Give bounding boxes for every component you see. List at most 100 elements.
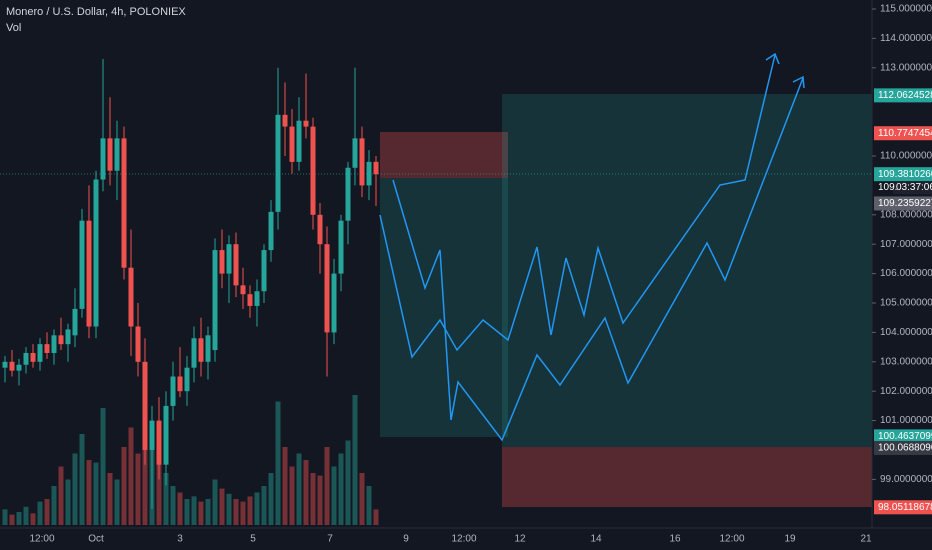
- volume-bar: [121, 447, 127, 525]
- volume-bar: [331, 466, 337, 525]
- volume-bar: [296, 453, 302, 525]
- volume-bar: [261, 486, 267, 525]
- volume-bar: [345, 440, 351, 525]
- y-tick-label: 102.00000000: [880, 386, 932, 397]
- volume-bar: [310, 473, 316, 525]
- countdown-time: 03:37:06: [896, 182, 932, 193]
- volume-bar: [198, 501, 204, 525]
- candle-body: [254, 291, 260, 306]
- candle-body: [58, 335, 64, 345]
- y-tick-label: 107.00000000: [880, 239, 932, 250]
- candle-body: [184, 367, 190, 392]
- volume-bar: [177, 492, 183, 525]
- y-tick-label: 104.00000000: [880, 327, 932, 338]
- volume-bar: [2, 509, 8, 525]
- candle-layer: [2, 58, 379, 509]
- candle-body: [366, 161, 372, 186]
- arrow-head: [792, 75, 805, 89]
- volume-bar: [58, 466, 64, 525]
- candle-body: [30, 352, 36, 362]
- x-tick-label: 16: [669, 534, 681, 545]
- volume-bar: [9, 514, 15, 525]
- volume-bar: [128, 427, 134, 525]
- volume-label: Vol: [6, 22, 21, 34]
- x-tick-label: 19: [784, 534, 796, 545]
- volume-bar: [37, 501, 43, 525]
- volume-bar: [324, 447, 330, 525]
- y-tick-label: 113.00000000: [880, 62, 932, 73]
- volume-bar: [219, 488, 225, 525]
- x-tick-label: 3: [177, 534, 183, 545]
- candle-body: [198, 338, 204, 362]
- price-badge: 100.06880909: [874, 440, 932, 455]
- price-badge: 112.06245280: [874, 88, 932, 103]
- candle-body: [79, 220, 85, 309]
- y-tick-label: 106.00000000: [880, 268, 932, 279]
- x-tick-label: 12:00: [29, 534, 54, 545]
- candle-body: [219, 250, 225, 274]
- candle-body: [352, 138, 358, 168]
- candle-body: [240, 285, 246, 295]
- candle-body: [282, 114, 288, 127]
- x-tick-label: 21: [860, 534, 872, 545]
- volume-bar: [352, 395, 358, 525]
- badge-box: [874, 440, 932, 455]
- candle-body: [156, 420, 162, 465]
- candle-body: [310, 126, 316, 215]
- y-tick-label: 115.00000000: [880, 4, 932, 15]
- volume-bar: [93, 462, 99, 525]
- candle-body: [100, 138, 106, 180]
- axis-layer: 115.00000000 114.00000000 113.00000000 110.…: [29, 4, 932, 545]
- x-tick-label: 12:00: [719, 534, 744, 545]
- candle-body: [373, 161, 379, 175]
- volume-bar: [191, 496, 197, 525]
- candle-body: [128, 267, 134, 327]
- projection-path: [392, 77, 804, 442]
- volume-bar: [373, 509, 379, 525]
- volume-bar: [23, 506, 29, 525]
- volume-bar: [86, 460, 92, 525]
- candle-body: [114, 138, 120, 171]
- volume-bar: [233, 499, 239, 525]
- candle-body: [135, 326, 141, 362]
- countdown: 109.03:37:06: [878, 181, 932, 195]
- candle-body: [226, 244, 232, 274]
- candle-body: [107, 138, 113, 171]
- stop-zone: [502, 447, 872, 507]
- candle-body: [205, 335, 211, 362]
- candle-body: [16, 364, 22, 371]
- volume-bar: [65, 479, 71, 525]
- target-zone: [502, 94, 872, 447]
- candle-body: [149, 420, 155, 450]
- volume-bar: [282, 447, 288, 525]
- x-tick-label: 9: [403, 534, 409, 545]
- volume-bar: [30, 513, 36, 525]
- y-tick-label: 101.00000000: [880, 415, 932, 426]
- badge-box: [874, 126, 932, 141]
- price-badge: 109.38102600: [874, 167, 932, 182]
- badge-box: [874, 88, 932, 103]
- volume-bar: [72, 453, 78, 525]
- badge-label: 100.06880909: [878, 443, 932, 454]
- candle-body: [331, 273, 337, 333]
- y-tick-label: 103.00000000: [880, 356, 932, 367]
- volume-bar: [156, 460, 162, 525]
- volume-bar: [359, 473, 365, 525]
- candle-body: [317, 214, 323, 245]
- price-badge: 110.77474544: [874, 126, 932, 141]
- symbol-title: Monero / U.S. Dollar, 4h, POLONIEX: [6, 6, 186, 18]
- price-badge: 98.05118678: [874, 500, 932, 515]
- candle-body: [303, 120, 309, 127]
- volume-bar: [44, 499, 50, 525]
- candle-body: [233, 244, 239, 286]
- badge-label: 100.46370997: [878, 431, 932, 442]
- badge-box: [874, 196, 932, 211]
- candle-body: [359, 138, 365, 186]
- candle-body: [23, 352, 29, 365]
- candle-body: [261, 250, 267, 292]
- volume-bar: [338, 453, 344, 525]
- candle-body: [65, 329, 71, 345]
- volume-bar: [254, 492, 260, 525]
